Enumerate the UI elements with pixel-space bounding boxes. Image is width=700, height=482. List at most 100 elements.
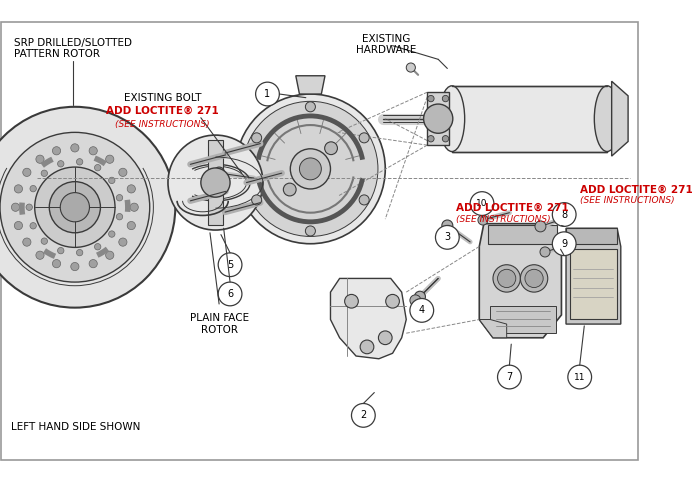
Circle shape xyxy=(116,195,122,201)
Circle shape xyxy=(386,295,400,308)
Text: 2: 2 xyxy=(360,410,367,420)
Text: ADD LOCTITE® 271: ADD LOCTITE® 271 xyxy=(456,203,569,213)
Text: ADD LOCTITE® 271: ADD LOCTITE® 271 xyxy=(106,106,219,116)
Text: 1: 1 xyxy=(265,89,271,99)
Circle shape xyxy=(218,253,242,277)
Circle shape xyxy=(290,149,330,189)
Circle shape xyxy=(214,167,225,178)
Circle shape xyxy=(325,142,337,155)
Circle shape xyxy=(305,102,316,112)
Circle shape xyxy=(410,295,421,306)
Circle shape xyxy=(498,269,516,288)
Circle shape xyxy=(108,177,115,184)
Text: 10: 10 xyxy=(476,199,488,208)
Circle shape xyxy=(428,135,434,142)
Circle shape xyxy=(379,331,392,345)
Circle shape xyxy=(424,104,453,134)
Circle shape xyxy=(106,155,114,163)
Circle shape xyxy=(11,203,20,211)
Text: 6: 6 xyxy=(227,289,233,299)
Text: 3: 3 xyxy=(444,232,450,242)
Text: (SEE INSTRUCTIONS): (SEE INSTRUCTIONS) xyxy=(116,120,210,129)
Circle shape xyxy=(359,133,369,143)
Text: (SEE INSTRUCTIONS): (SEE INSTRUCTIONS) xyxy=(580,196,674,205)
Circle shape xyxy=(41,170,48,176)
Circle shape xyxy=(568,365,592,389)
Text: 8: 8 xyxy=(561,210,567,219)
Circle shape xyxy=(130,203,139,211)
Circle shape xyxy=(435,226,459,249)
Polygon shape xyxy=(490,306,556,333)
Text: 4: 4 xyxy=(419,306,425,315)
Circle shape xyxy=(106,251,114,259)
Circle shape xyxy=(14,185,22,193)
Circle shape xyxy=(535,221,546,232)
Polygon shape xyxy=(480,224,561,338)
Polygon shape xyxy=(208,140,223,226)
Circle shape xyxy=(498,365,522,389)
Circle shape xyxy=(243,101,378,237)
Circle shape xyxy=(30,223,36,229)
Circle shape xyxy=(30,186,36,192)
Circle shape xyxy=(127,185,135,193)
Circle shape xyxy=(108,231,115,237)
Circle shape xyxy=(22,168,31,176)
Polygon shape xyxy=(570,249,617,319)
Circle shape xyxy=(52,259,61,268)
Circle shape xyxy=(300,158,321,180)
Circle shape xyxy=(478,215,488,225)
Circle shape xyxy=(89,259,97,268)
Polygon shape xyxy=(489,226,557,244)
Circle shape xyxy=(14,221,22,229)
Circle shape xyxy=(26,204,32,211)
Circle shape xyxy=(552,202,576,227)
Circle shape xyxy=(410,298,433,322)
Circle shape xyxy=(71,144,79,152)
Polygon shape xyxy=(296,76,325,94)
Circle shape xyxy=(60,193,90,222)
Text: 5: 5 xyxy=(227,260,233,270)
Text: SRP DRILLED/SLOTTED
PATTERN ROTOR: SRP DRILLED/SLOTTED PATTERN ROTOR xyxy=(14,38,132,59)
Circle shape xyxy=(359,195,369,205)
Circle shape xyxy=(414,291,426,302)
Circle shape xyxy=(76,159,83,165)
Circle shape xyxy=(251,195,262,205)
Ellipse shape xyxy=(439,86,465,151)
Circle shape xyxy=(235,94,385,244)
Circle shape xyxy=(76,249,83,256)
Circle shape xyxy=(35,167,115,247)
Text: LEFT HAND SIDE SHOWN: LEFT HAND SIDE SHOWN xyxy=(11,422,140,432)
Circle shape xyxy=(119,168,127,176)
Circle shape xyxy=(94,243,101,250)
Circle shape xyxy=(89,147,97,155)
Text: ADD LOCTITE® 271: ADD LOCTITE® 271 xyxy=(580,185,692,194)
Circle shape xyxy=(22,238,31,246)
Circle shape xyxy=(119,238,127,246)
Circle shape xyxy=(201,168,230,197)
Text: 7: 7 xyxy=(506,372,512,382)
Circle shape xyxy=(493,265,520,292)
Polygon shape xyxy=(427,92,449,145)
Circle shape xyxy=(256,82,279,106)
Circle shape xyxy=(344,295,358,308)
Polygon shape xyxy=(452,86,607,151)
Text: 11: 11 xyxy=(574,373,585,382)
Circle shape xyxy=(0,133,150,282)
Circle shape xyxy=(520,265,548,292)
Text: 9: 9 xyxy=(561,239,567,249)
Circle shape xyxy=(284,183,296,196)
Circle shape xyxy=(127,221,135,229)
Circle shape xyxy=(406,63,415,72)
Circle shape xyxy=(71,263,79,271)
Circle shape xyxy=(41,238,48,244)
Polygon shape xyxy=(566,228,617,244)
Circle shape xyxy=(52,147,61,155)
Circle shape xyxy=(442,220,453,231)
Circle shape xyxy=(442,135,449,142)
Circle shape xyxy=(442,95,449,102)
Ellipse shape xyxy=(594,86,620,151)
Polygon shape xyxy=(480,320,507,338)
Text: (SEE INSTRUCTIONS): (SEE INSTRUCTIONS) xyxy=(456,214,551,224)
Circle shape xyxy=(470,192,494,215)
FancyBboxPatch shape xyxy=(1,22,638,460)
